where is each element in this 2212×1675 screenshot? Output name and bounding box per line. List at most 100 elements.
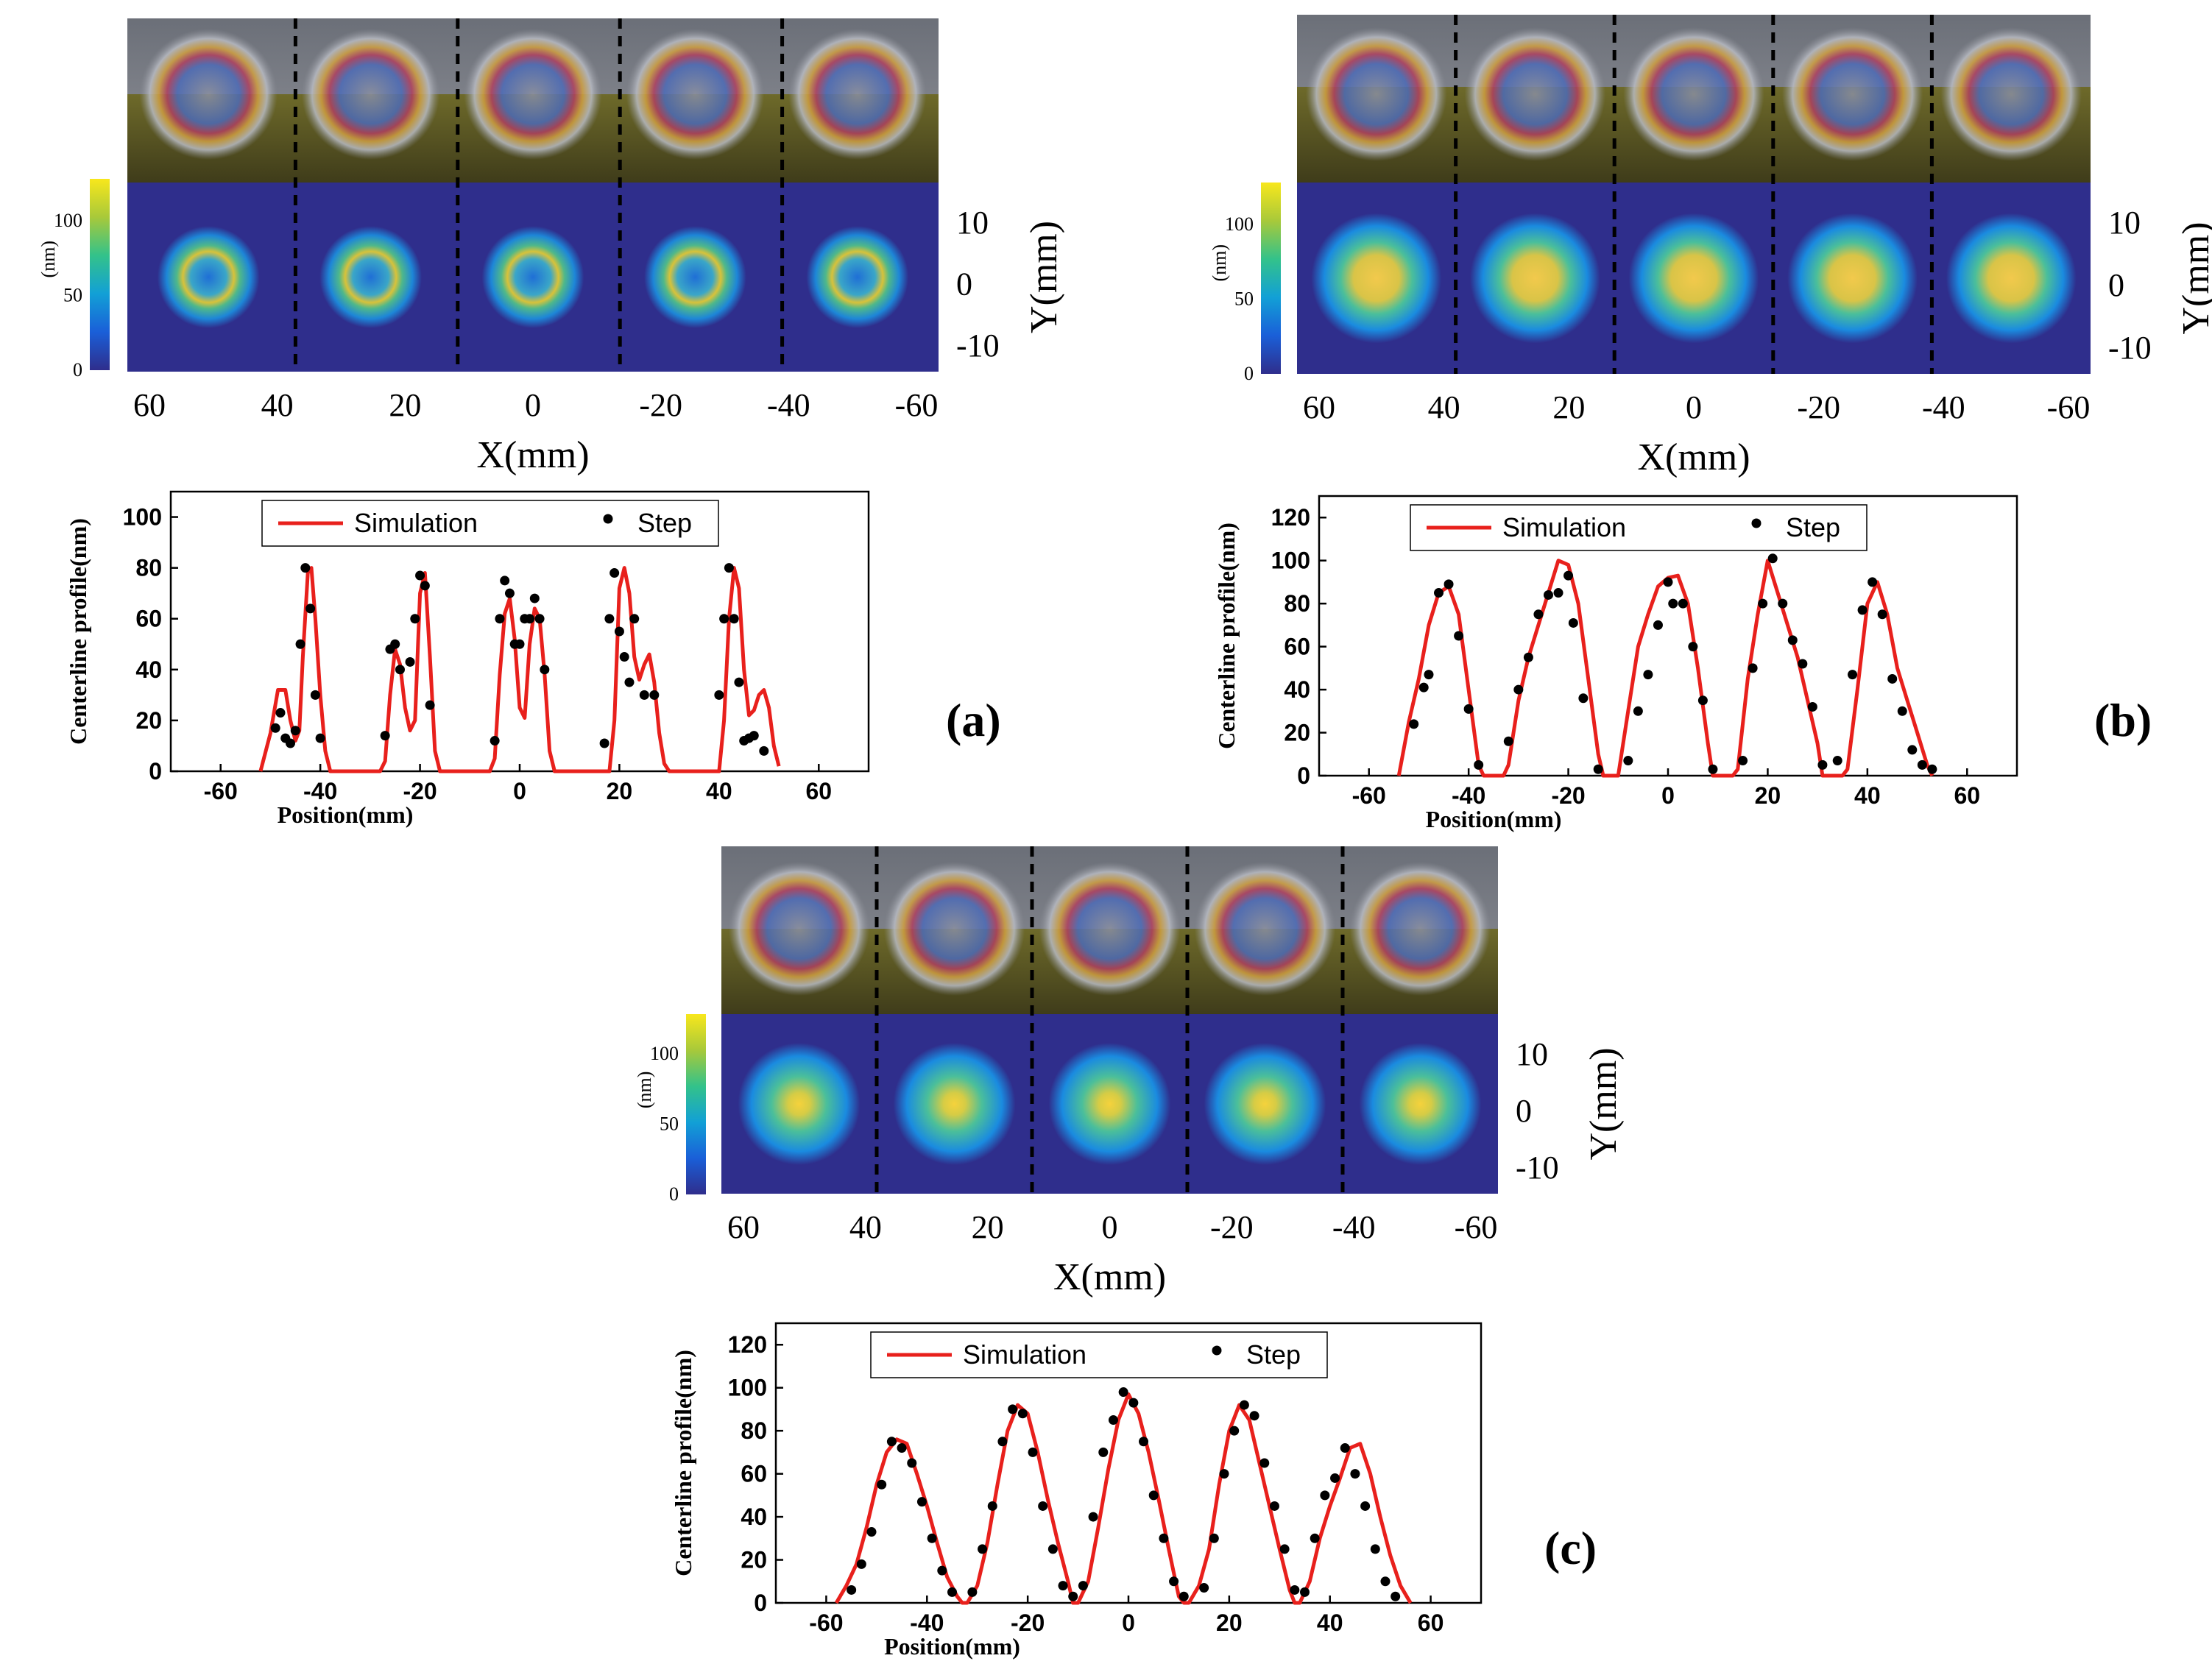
step-point [1340, 1443, 1350, 1453]
simulation-line [834, 1392, 1413, 1605]
x-tick-label: 20 [1755, 782, 1781, 809]
y-tick-label: 20 [135, 707, 162, 734]
step-point [1553, 588, 1563, 598]
step-point [639, 690, 649, 700]
colorbar-tick: 50 [63, 285, 82, 306]
step-point [1653, 620, 1663, 630]
map-x-label: X(mm) [1053, 1256, 1166, 1298]
step-point [395, 665, 405, 675]
step-point [1454, 631, 1464, 641]
map-x-tick: -40 [767, 387, 810, 423]
step-point [1778, 598, 1788, 609]
y-axis-title: Centerline profile(nm) [65, 518, 91, 745]
map-x-tick: -40 [1332, 1209, 1376, 1245]
step-point [629, 614, 640, 624]
thickness-spot [738, 1043, 861, 1165]
map-y-tick: 0 [1516, 1093, 1532, 1129]
step-point [649, 690, 660, 700]
x-axis-title: Position(mm) [884, 1633, 1020, 1660]
step-point [916, 1497, 927, 1507]
step-point [1568, 617, 1578, 628]
step-point [286, 738, 296, 748]
step-point [1817, 759, 1828, 770]
panel-label: (b) [2094, 694, 2152, 746]
colorbar-unit: (nm) [1209, 244, 1230, 282]
step-point [1623, 756, 1633, 766]
step-point [1239, 1400, 1249, 1410]
step-point [1229, 1426, 1240, 1436]
interference-spot [1623, 27, 1764, 161]
step-point [609, 568, 620, 578]
step-point [1058, 1581, 1068, 1591]
step-point [937, 1565, 947, 1576]
map-x-tick: -60 [2047, 389, 2091, 425]
colorbar-tick: 50 [1234, 288, 1254, 310]
y-axis-title: Centerline profile(nm) [670, 1350, 696, 1576]
colorbar-tick: 50 [660, 1113, 679, 1134]
x-tick-label: -60 [204, 778, 238, 804]
step-point [290, 726, 300, 736]
step-point [490, 736, 500, 746]
step-point [1633, 706, 1643, 716]
step-point [405, 656, 415, 667]
step-point [1159, 1533, 1169, 1543]
step-point [1543, 589, 1553, 600]
step-point [947, 1587, 957, 1597]
x-tick-label: -40 [303, 778, 337, 804]
colorbar-tick: 0 [669, 1183, 679, 1205]
colorbar-tick: 100 [1225, 213, 1254, 235]
map-x-tick: -20 [639, 387, 682, 423]
map-y-tick: 0 [2108, 267, 2124, 303]
step-point [614, 626, 624, 637]
step-point [729, 614, 739, 624]
colorbar-tick: 0 [73, 359, 82, 380]
legend-simulation-label: Simulation [963, 1339, 1086, 1370]
map-x-tick: 20 [389, 387, 421, 423]
step-point [856, 1559, 866, 1569]
step-point [1098, 1447, 1109, 1457]
step-point [425, 700, 435, 710]
map-x-tick: 20 [1552, 389, 1585, 425]
simulation-line [258, 566, 781, 773]
step-point [1088, 1512, 1098, 1522]
panel-label: (c) [1544, 1522, 1597, 1574]
y-tick-label: 80 [1284, 590, 1310, 617]
x-axis-title: Position(mm) [1426, 806, 1562, 832]
interference-spot [788, 29, 927, 160]
thickness-spot [1628, 213, 1759, 344]
step-point [500, 576, 510, 586]
x-tick-label: -20 [403, 778, 437, 804]
x-tick-label: -40 [910, 1610, 944, 1636]
thickness-spot [1048, 1043, 1171, 1165]
interference-spot [728, 862, 870, 996]
step-point [749, 731, 759, 741]
step-point [1738, 756, 1748, 766]
map-y-tick: -10 [956, 327, 1000, 364]
step-point [1199, 1583, 1209, 1593]
interference-spot [1781, 27, 1923, 161]
colorbar-tick: 100 [54, 210, 82, 231]
step-point [1578, 693, 1589, 704]
step-point [1139, 1437, 1149, 1447]
thickness-spot [1204, 1043, 1326, 1165]
step-point [897, 1443, 907, 1453]
map-x-tick: -40 [1922, 389, 1965, 425]
step-point [1503, 736, 1513, 746]
step-point [734, 677, 744, 687]
step-point [390, 639, 400, 649]
step-point [1748, 663, 1758, 673]
step-point [305, 603, 316, 614]
interference-spot [626, 29, 765, 160]
step-point [927, 1533, 937, 1543]
step-point [1848, 670, 1858, 680]
step-point [886, 1437, 897, 1447]
step-point [1434, 588, 1444, 598]
step-point [1350, 1469, 1360, 1479]
step-point [1513, 684, 1524, 695]
step-point [759, 746, 769, 756]
step-point [1269, 1501, 1279, 1511]
colorbar-tick: 100 [650, 1043, 679, 1064]
step-point [1887, 673, 1898, 684]
